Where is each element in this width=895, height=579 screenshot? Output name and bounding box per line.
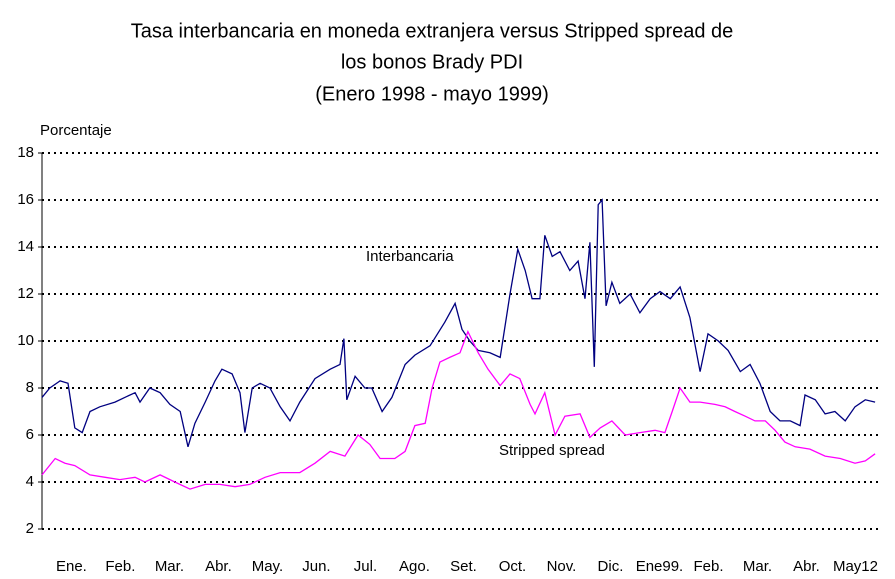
y-tick-label: 14 — [17, 238, 34, 255]
x-tick-label: Abr. — [205, 558, 232, 575]
y-tick-label: 12 — [17, 285, 34, 302]
x-tick-label: Nov. — [547, 558, 577, 575]
x-tick-label: Set. — [450, 558, 477, 575]
x-tick-label: Ene. — [56, 558, 87, 575]
chart-title: los bonos Brady PDI — [341, 51, 523, 73]
x-tick-label: Abr. — [793, 558, 820, 575]
x-tick-label: May12 — [833, 558, 878, 575]
x-tick-label: Mar. — [743, 558, 772, 575]
x-tick-label: Jun. — [302, 558, 330, 575]
x-tick-label: Feb. — [693, 558, 723, 575]
chart-title: Tasa interbancaria en moneda extranjera … — [131, 20, 734, 42]
series-line — [41, 329, 876, 490]
y-tick-label: 10 — [17, 332, 34, 349]
y-tick-label: 4 — [26, 473, 34, 490]
x-tick-label: Feb. — [105, 558, 135, 575]
series-label: Stripped spread — [499, 442, 605, 459]
x-tick-label: Ene99. — [636, 558, 684, 575]
x-tick-label: May. — [252, 558, 283, 575]
y-tick-label: 6 — [26, 426, 34, 443]
x-tick-label: Oct. — [499, 558, 527, 575]
series-line — [41, 198, 876, 447]
x-tick-label: Dic. — [598, 558, 624, 575]
chart-subtitle: (Enero 1998 - mayo 1999) — [315, 83, 548, 105]
y-axis-label: Porcentaje — [40, 122, 112, 139]
y-tick-label: 2 — [26, 520, 34, 537]
x-tick-label: Jul. — [354, 558, 377, 575]
y-tick-label: 8 — [26, 379, 34, 396]
x-tick-label: Mar. — [155, 558, 184, 575]
x-tick-label: Ago. — [399, 558, 430, 575]
series-label: Interbancaria — [366, 248, 454, 265]
y-tick-label: 16 — [17, 191, 34, 208]
y-tick-label: 18 — [17, 144, 34, 161]
